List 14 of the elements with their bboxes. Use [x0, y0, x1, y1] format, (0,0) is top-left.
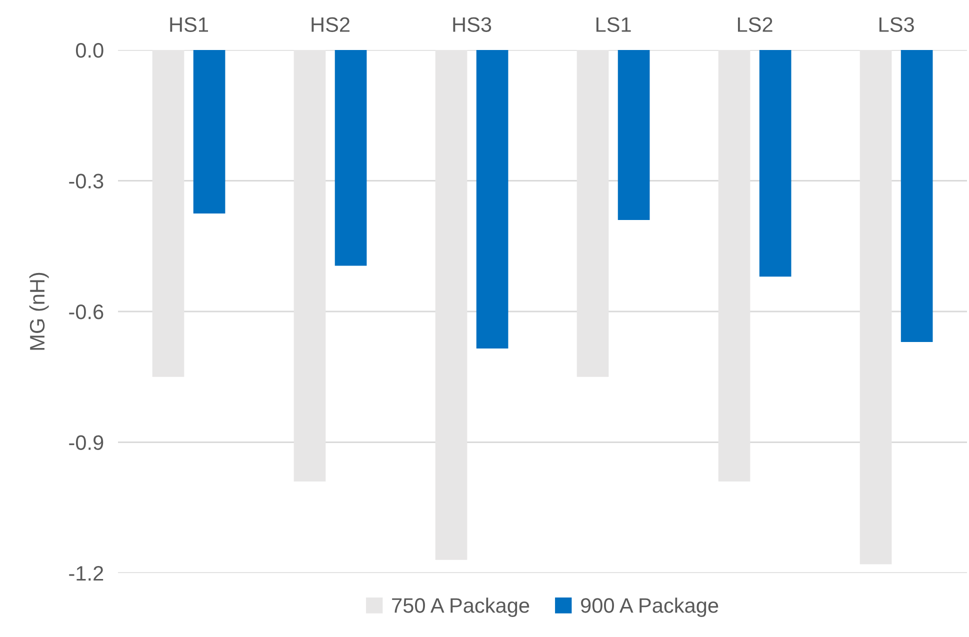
x-tick-label: HS1 [170, 17, 208, 32]
y-tick-label: -0.3 [69, 174, 104, 189]
legend-label: 900 A Package [581, 598, 718, 618]
x-tick-label: HS2 [312, 17, 350, 32]
y-tick-label: -1.2 [69, 566, 104, 581]
x-tick-label: HS3 [453, 17, 492, 32]
x-tick-label: LS2 [738, 17, 772, 32]
y-tick-label: -0.9 [69, 435, 104, 450]
y-tick-label: 0.0 [76, 43, 104, 58]
legend-label: 750 A Package [392, 598, 530, 618]
y-tick-label: -0.6 [69, 304, 104, 320]
x-tick-label: LS3 [879, 17, 914, 32]
x-tick-label: LS1 [596, 17, 631, 32]
y-axis-title: MG (nH) [29, 272, 49, 350]
